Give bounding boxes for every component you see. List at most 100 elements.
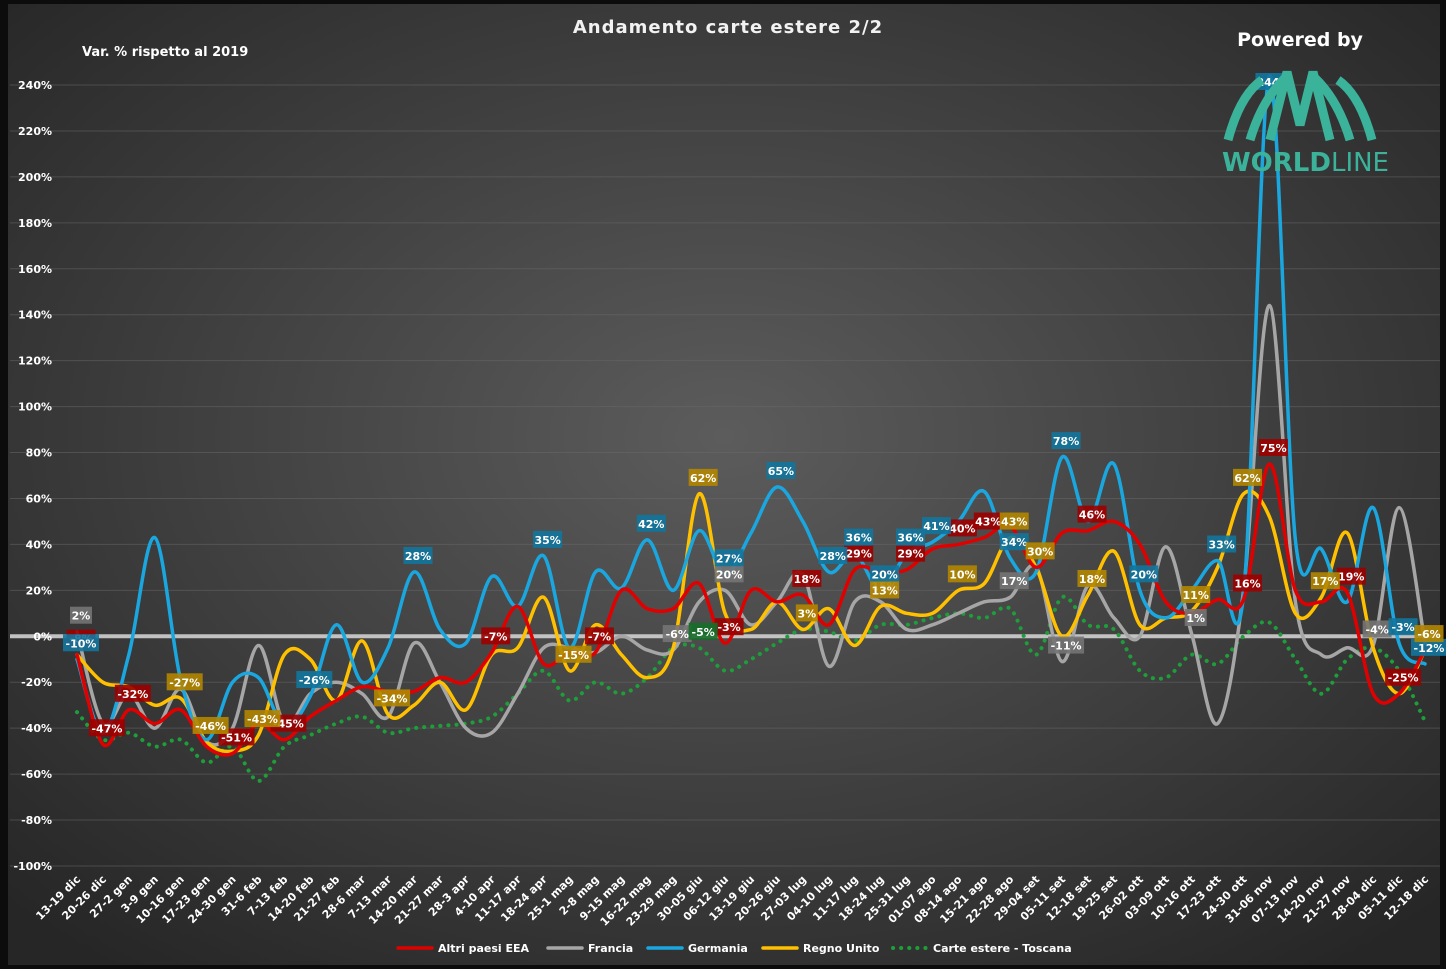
data-label: 17% (1312, 575, 1338, 588)
data-label-box (921, 517, 951, 535)
y-tick-label: 220% (18, 125, 52, 138)
data-label: 28% (820, 550, 846, 563)
data-label-box (714, 565, 744, 583)
y-tick-label: 40% (26, 538, 52, 551)
data-label-box (1336, 567, 1366, 585)
data-label-box (533, 530, 563, 548)
y-tick-label: 80% (26, 447, 52, 460)
data-label-box (1388, 618, 1418, 636)
y-tick-label: 60% (26, 492, 52, 505)
data-label-box (947, 565, 977, 583)
data-label: 36% (897, 532, 923, 545)
y-tick-label: 140% (18, 309, 52, 322)
data-label: 13% (871, 584, 897, 597)
data-label: 20% (871, 568, 897, 581)
data-label: 78% (1053, 435, 1079, 448)
data-label-box (70, 606, 92, 624)
data-label-box (870, 565, 900, 583)
chart-title: Andamento carte estere 2/2 (573, 17, 883, 38)
y-tick-label: 240% (18, 79, 52, 92)
data-label: 28% (405, 550, 431, 563)
data-label-box (795, 604, 818, 622)
data-label-box (999, 533, 1029, 551)
data-label: -34% (377, 692, 408, 705)
data-label: 35% (534, 534, 560, 547)
y-tick-label: -60% (21, 768, 52, 781)
data-label: 46% (1079, 509, 1105, 522)
data-label: 19% (1338, 571, 1364, 584)
data-label-box (844, 544, 874, 562)
data-label: 18% (1079, 573, 1105, 586)
data-label-box (1385, 668, 1422, 686)
data-label-box (584, 627, 614, 645)
data-label-box (1233, 574, 1263, 592)
data-label-box (1310, 572, 1340, 590)
data-label: 65% (768, 465, 794, 478)
data-label-box (555, 645, 592, 663)
data-label: 16% (1234, 578, 1260, 591)
data-label: 30% (1027, 545, 1053, 558)
data-label: -5% (692, 626, 715, 639)
data-label-box (1077, 505, 1107, 523)
data-label: 41% (923, 520, 949, 533)
data-label: 36% (846, 532, 872, 545)
y-tick-label: -20% (21, 676, 52, 689)
data-label: -7% (484, 630, 507, 643)
data-label: -25% (1388, 672, 1419, 685)
logo: WORLDLINE (1222, 148, 1389, 178)
data-label-box (1207, 535, 1237, 553)
data-label-box (192, 716, 229, 734)
y-tick-label: -100% (13, 860, 52, 873)
chart-background (8, 4, 1440, 965)
y-tick-label: 160% (18, 263, 52, 276)
data-label: 62% (1234, 472, 1260, 485)
data-label: -3% (1391, 621, 1414, 634)
data-label: 40% (949, 522, 975, 535)
data-label-box (973, 512, 1003, 530)
data-label-box (662, 625, 692, 643)
data-label-box (792, 569, 822, 587)
data-label-box (688, 622, 718, 640)
data-label: 29% (897, 548, 923, 561)
data-label: -51% (221, 731, 252, 744)
legend-label: Francia (588, 942, 633, 955)
data-label-box (1051, 432, 1081, 450)
data-label: 17% (1001, 575, 1027, 588)
data-label: -4% (1366, 623, 1389, 636)
data-label: 20% (1131, 568, 1157, 581)
logo-arcs (1223, 70, 1377, 142)
data-label-box (1233, 468, 1263, 486)
data-label-box (818, 546, 848, 564)
data-label: 2% (72, 610, 91, 623)
data-label: -26% (299, 674, 330, 687)
data-label: -3% (717, 621, 740, 634)
data-label: -27% (169, 676, 200, 689)
data-label-box (114, 684, 151, 702)
data-label: 10% (949, 568, 975, 581)
data-label-box (166, 673, 203, 691)
data-label-box (766, 461, 796, 479)
y-tick-label: 120% (18, 355, 52, 368)
powered-by: Powered by (1237, 29, 1363, 51)
legend-label: Carte estere - Toscana (933, 942, 1072, 955)
data-label-box (1129, 565, 1159, 583)
data-label: 33% (1208, 538, 1234, 551)
y-tick-label: 0% (33, 630, 52, 643)
data-label-box (244, 710, 281, 728)
data-label-box (1258, 439, 1288, 457)
y-tick-label: 100% (18, 401, 52, 414)
series-line (75, 462, 1427, 757)
y-tick-label: 20% (26, 584, 52, 597)
logo-bold: WORLD (1222, 148, 1331, 178)
legend: Altri paesi EEA Francia Germania Regno Unit… (396, 942, 1072, 955)
data-label-box (63, 634, 99, 652)
data-label: 62% (690, 472, 716, 485)
data-label: 42% (638, 518, 664, 531)
data-label-box (947, 519, 977, 537)
series-line (75, 74, 1427, 742)
data-label: -46% (195, 720, 226, 733)
data-label-box (481, 627, 511, 645)
data-label-box (714, 549, 744, 567)
data-label: -47% (91, 722, 122, 735)
